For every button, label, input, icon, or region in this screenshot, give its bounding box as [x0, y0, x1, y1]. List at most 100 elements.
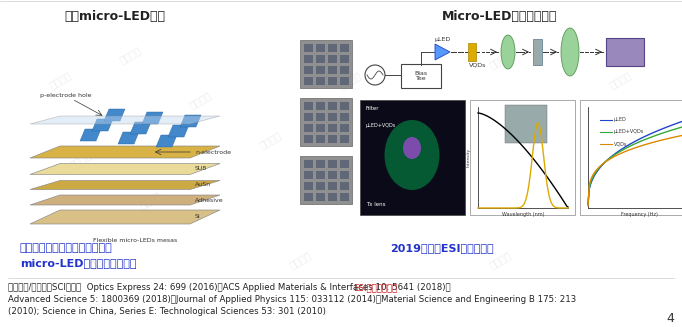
Bar [328, 77, 337, 85]
Text: 知得转载: 知得转载 [68, 150, 93, 170]
Polygon shape [80, 129, 101, 141]
FancyBboxPatch shape [606, 38, 644, 66]
Bar [340, 55, 349, 63]
Text: SU8: SU8 [195, 166, 207, 171]
Bar [340, 77, 349, 85]
Polygon shape [30, 116, 220, 124]
Text: 知得转载: 知得转载 [387, 190, 413, 210]
Text: Advanced Science 5: 1800369 (2018)；Journal of Applied Physics 115: 033112 (2014): Advanced Science 5: 1800369 (2018)；Journ… [8, 296, 576, 304]
Text: 知得转载: 知得转载 [117, 45, 143, 65]
Text: n-electrode: n-electrode [195, 149, 231, 154]
Text: 知得转载: 知得转载 [287, 250, 312, 270]
Text: VQDs: VQDs [614, 142, 627, 146]
Bar [328, 66, 337, 74]
Polygon shape [30, 210, 220, 224]
Bar [328, 171, 337, 179]
Bar [328, 55, 337, 63]
Polygon shape [30, 146, 220, 158]
Bar [316, 77, 325, 85]
Bar [304, 160, 313, 168]
Polygon shape [156, 135, 177, 147]
Polygon shape [30, 164, 220, 175]
Text: AuSn: AuSn [195, 182, 211, 187]
Bar [505, 105, 547, 143]
Bar [304, 102, 313, 110]
Bar [340, 160, 349, 168]
Bar [328, 160, 337, 168]
Bar [316, 182, 325, 190]
FancyBboxPatch shape [401, 64, 441, 88]
Bar [316, 193, 325, 201]
Text: 知得转载: 知得转载 [537, 190, 563, 210]
Bar [304, 171, 313, 179]
Text: Bias
Tee: Bias Tee [415, 71, 428, 81]
Text: Frequency (Hz): Frequency (Hz) [621, 212, 657, 217]
Bar [360, 100, 465, 215]
Text: p-electrode hole: p-electrode hole [40, 93, 91, 97]
Text: μLED: μLED [614, 117, 627, 123]
Polygon shape [92, 119, 113, 131]
Bar [340, 135, 349, 143]
Bar [340, 171, 349, 179]
Text: Micro-LED与量子点集成: Micro-LED与量子点集成 [443, 9, 558, 23]
Bar [340, 124, 349, 132]
Bar [304, 66, 313, 74]
Bar [304, 44, 313, 52]
Polygon shape [142, 112, 163, 124]
Bar [316, 124, 325, 132]
Bar [300, 156, 352, 204]
Text: VQDs: VQDs [469, 62, 487, 67]
Bar [304, 113, 313, 121]
Bar [304, 77, 313, 85]
Bar [316, 171, 325, 179]
Bar [340, 102, 349, 110]
Bar [316, 66, 325, 74]
Text: 知得转载: 知得转载 [488, 50, 513, 70]
Text: 知得转载: 知得转载 [87, 250, 113, 270]
Text: 柔性micro-LED阵列: 柔性micro-LED阵列 [65, 9, 166, 23]
Text: Wavelength (nm): Wavelength (nm) [502, 212, 544, 217]
Polygon shape [104, 109, 125, 121]
Bar [340, 66, 349, 74]
Text: Intensity: Intensity [467, 147, 471, 166]
Ellipse shape [385, 120, 439, 190]
Bar [328, 124, 337, 132]
Bar [316, 135, 325, 143]
Polygon shape [168, 125, 189, 137]
Bar [328, 193, 337, 201]
Text: Tx lens: Tx lens [366, 202, 385, 208]
Text: 知得转载: 知得转载 [488, 250, 513, 270]
Text: 4: 4 [666, 312, 674, 324]
Text: ESI高被引论文；: ESI高被引论文； [353, 284, 397, 292]
Bar [300, 40, 352, 88]
Text: Flexible micro-LEDs mesas: Flexible micro-LEDs mesas [93, 237, 177, 243]
Bar [316, 102, 325, 110]
Polygon shape [468, 43, 476, 61]
Bar [328, 44, 337, 52]
Text: 知得转载: 知得转载 [417, 100, 443, 120]
Text: μLED: μLED [435, 38, 451, 43]
Bar [304, 135, 313, 143]
Bar [300, 98, 352, 146]
Ellipse shape [561, 28, 579, 76]
Text: 知得转载: 知得转载 [188, 90, 213, 110]
Bar [316, 160, 325, 168]
Bar [328, 113, 337, 121]
Bar [316, 55, 325, 63]
Text: (2010); Science in China, Series E: Technological Sciences 53: 301 (2010): (2010); Science in China, Series E: Tech… [8, 307, 326, 317]
Text: 知得转载: 知得转载 [548, 120, 573, 140]
Text: micro-LED显示和可见光通信: micro-LED显示和可见光通信 [20, 258, 136, 268]
Text: μLED+VQDs: μLED+VQDs [366, 123, 396, 128]
Text: Adhesive: Adhesive [195, 198, 224, 202]
Bar [340, 44, 349, 52]
Bar [340, 193, 349, 201]
Bar [340, 182, 349, 190]
Bar [340, 113, 349, 121]
Bar [328, 182, 337, 190]
Bar [304, 55, 313, 63]
Bar [328, 135, 337, 143]
Bar [328, 102, 337, 110]
Polygon shape [435, 44, 450, 60]
Text: 知得转载: 知得转载 [608, 70, 633, 90]
Bar [304, 182, 313, 190]
